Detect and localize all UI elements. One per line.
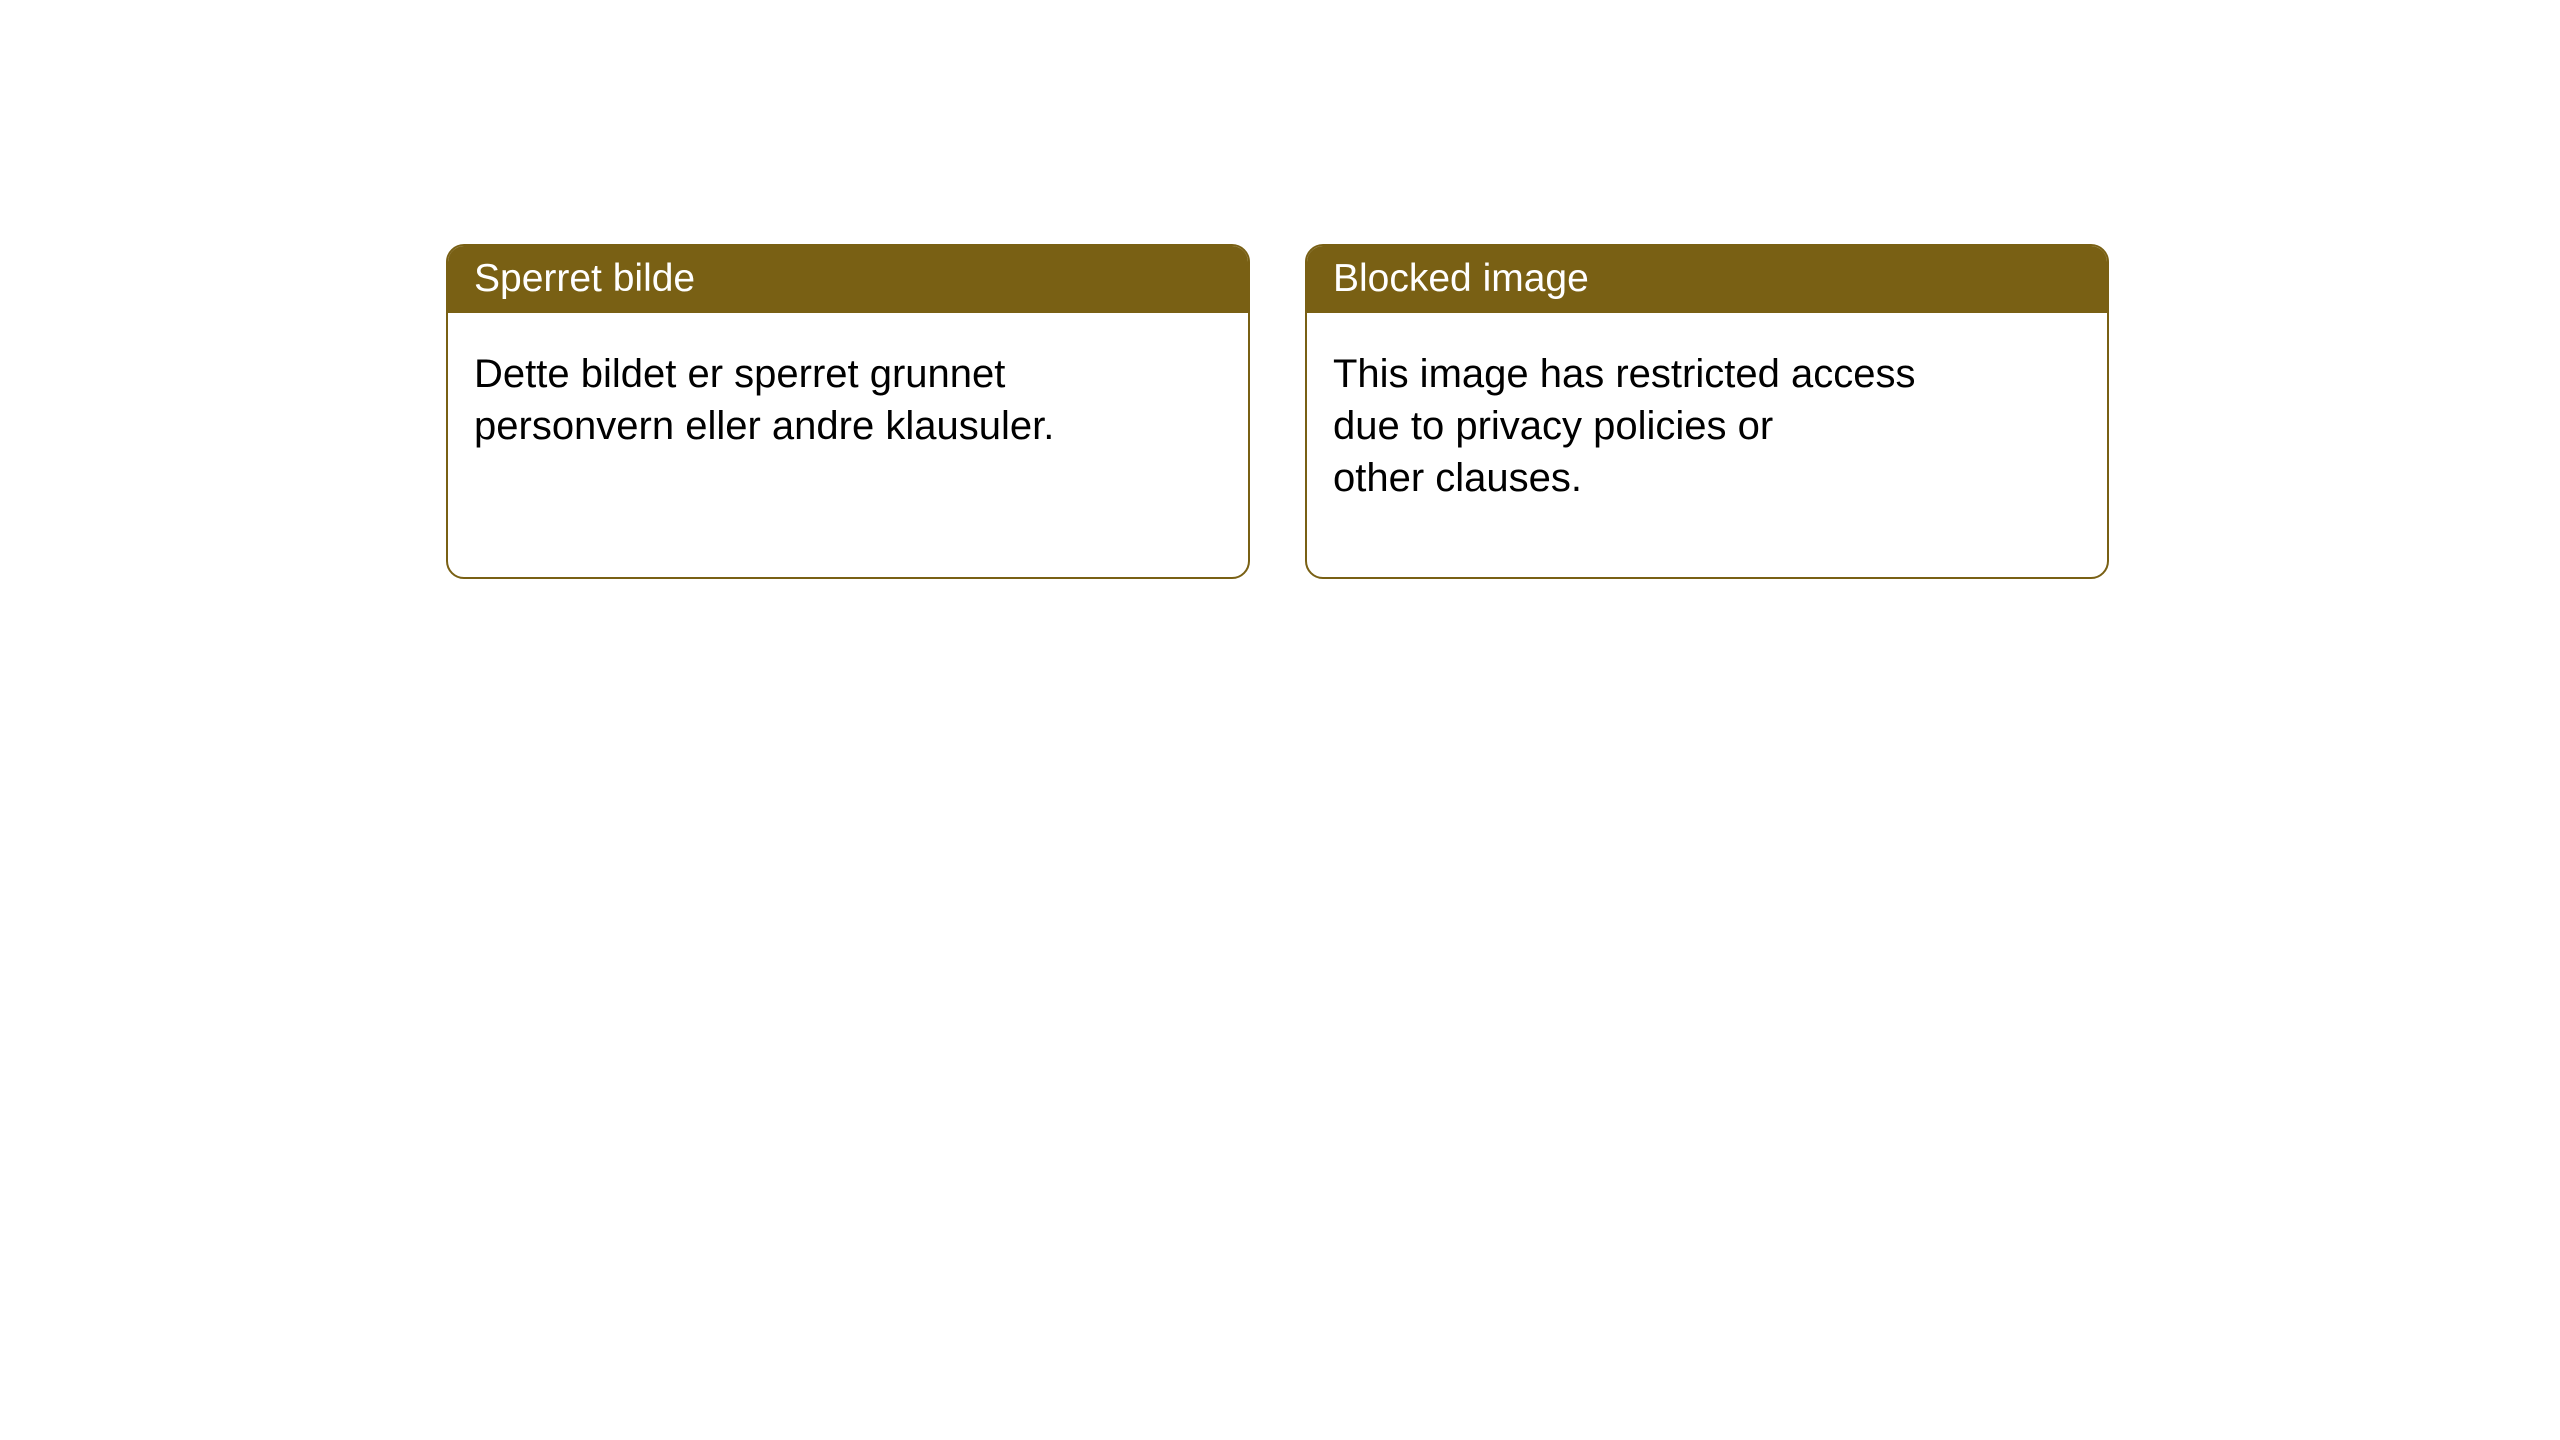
notice-container: Sperret bilde Dette bildet er sperret gr… xyxy=(446,244,2109,579)
notice-body: This image has restricted access due to … xyxy=(1307,313,2107,539)
notice-header: Blocked image xyxy=(1307,246,2107,313)
notice-card-english: Blocked image This image has restricted … xyxy=(1305,244,2109,579)
notice-body: Dette bildet er sperret grunnet personve… xyxy=(448,313,1248,487)
notice-card-norwegian: Sperret bilde Dette bildet er sperret gr… xyxy=(446,244,1250,579)
notice-header: Sperret bilde xyxy=(448,246,1248,313)
